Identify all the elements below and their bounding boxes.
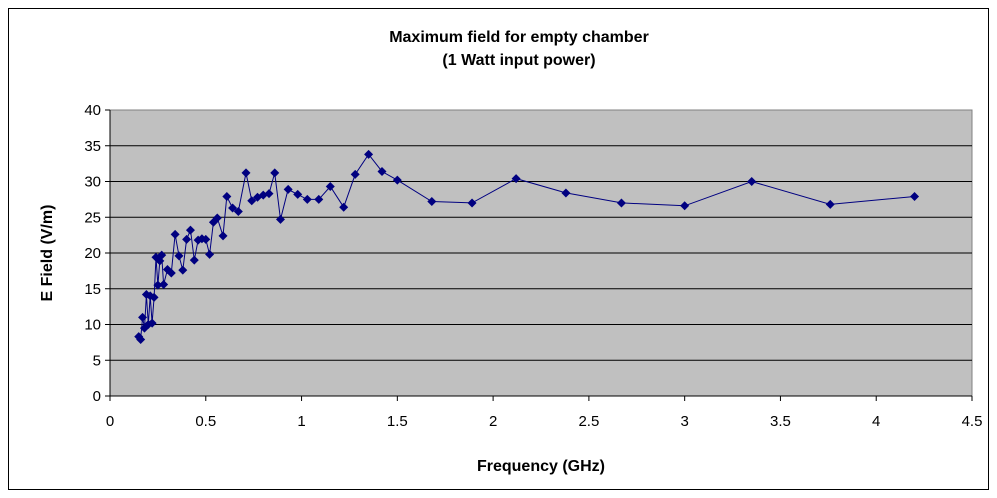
x-tick-label-5: 2.5 — [578, 413, 599, 430]
data-point-45 — [350, 169, 360, 179]
data-point-49 — [427, 197, 437, 207]
data-point-16 — [170, 229, 180, 239]
data-point-7 — [147, 318, 157, 328]
data-point-50 — [467, 198, 477, 208]
x-tick-label-9: 4.5 — [962, 413, 983, 430]
data-point-37 — [270, 168, 280, 178]
data-point-13 — [159, 279, 169, 289]
data-point-10 — [153, 280, 163, 290]
data-point-21 — [189, 255, 199, 265]
x-tick-label-1: 0.5 — [195, 413, 216, 430]
y-tick-label-1: 5 — [93, 352, 101, 369]
data-point-2 — [138, 312, 148, 322]
data-point-25 — [205, 249, 215, 259]
data-point-57 — [910, 192, 920, 202]
data-point-36 — [264, 189, 274, 199]
chart-subtitle: (1 Watt input power) — [442, 52, 595, 69]
data-point-43 — [325, 182, 335, 192]
x-tick-label-6: 3 — [680, 413, 688, 430]
data-point-1 — [136, 335, 146, 345]
x-tick-label-8: 4 — [872, 413, 880, 430]
y-tick-label-0: 0 — [93, 388, 101, 405]
data-point-12 — [157, 250, 167, 260]
data-point-48 — [392, 175, 402, 185]
data-point-54 — [680, 201, 690, 211]
x-tick-label-0: 0 — [106, 413, 114, 430]
data-point-19 — [182, 234, 192, 244]
x-tick-label-3: 1.5 — [387, 413, 408, 430]
x-axis-ticks: 0 0.5 1 1.5 2 2.5 3 3.5 4 4.5 — [106, 396, 983, 430]
x-axis-label: Frequency (GHz) — [477, 458, 605, 475]
data-point-29 — [222, 192, 232, 202]
data-point-42 — [314, 194, 324, 204]
data-point-55 — [747, 177, 757, 186]
y-tick-label-7: 35 — [84, 138, 101, 155]
data-point-41 — [302, 194, 312, 204]
data-point-20 — [185, 225, 195, 235]
data-point-24 — [201, 234, 211, 244]
data-point-33 — [247, 196, 257, 206]
data-point-38 — [275, 214, 285, 224]
data-point-47 — [377, 166, 387, 176]
data-point-44 — [339, 202, 349, 212]
data-point-28 — [218, 231, 228, 241]
data-point-18 — [178, 265, 188, 275]
y-axis-ticks: 0 5 10 15 20 25 30 35 40 — [84, 102, 110, 405]
data-point-56 — [825, 199, 835, 209]
x-tick-label-7: 3.5 — [770, 413, 791, 430]
y-tick-label-6: 30 — [84, 174, 101, 191]
series-line-0 — [138, 153, 915, 341]
data-point-39 — [283, 184, 293, 194]
data-point-52 — [561, 188, 571, 198]
data-point-30 — [228, 203, 238, 213]
data-point-15 — [166, 268, 176, 278]
y-tick-label-5: 25 — [84, 209, 101, 226]
x-tick-label-4: 2 — [489, 413, 497, 430]
y-tick-label-3: 15 — [84, 281, 101, 298]
data-point-17 — [174, 251, 184, 261]
data-point-8 — [149, 292, 159, 302]
data-point-51 — [511, 174, 521, 184]
data-point-32 — [241, 168, 251, 178]
series-group — [134, 149, 920, 345]
x-tick-label-2: 1 — [297, 413, 305, 430]
y-tick-label-4: 20 — [84, 245, 101, 262]
y-axis-label: E Field (V/m) — [39, 205, 56, 302]
data-point-53 — [616, 198, 626, 208]
chart-title: Maximum field for empty chamber — [389, 29, 649, 46]
data-point-46 — [364, 149, 374, 159]
data-point-27 — [212, 213, 222, 223]
gridlines — [109, 110, 972, 397]
data-point-40 — [293, 189, 303, 199]
y-tick-label-8: 40 — [84, 102, 101, 119]
y-tick-label-2: 10 — [84, 317, 101, 334]
data-point-31 — [233, 207, 243, 217]
